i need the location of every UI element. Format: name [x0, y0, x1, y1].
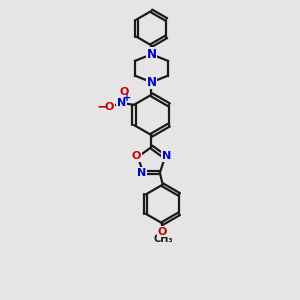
Text: +: + — [123, 93, 131, 103]
Text: O: O — [132, 151, 141, 161]
Text: O: O — [158, 227, 167, 237]
Text: N: N — [137, 168, 146, 178]
Text: −: − — [97, 99, 108, 113]
Text: CH₃: CH₃ — [154, 235, 173, 244]
Text: N: N — [146, 48, 157, 61]
Text: N: N — [162, 151, 171, 161]
Text: N: N — [146, 76, 157, 89]
Text: O: O — [120, 87, 129, 97]
Text: N: N — [117, 98, 126, 108]
Text: O: O — [105, 102, 114, 112]
